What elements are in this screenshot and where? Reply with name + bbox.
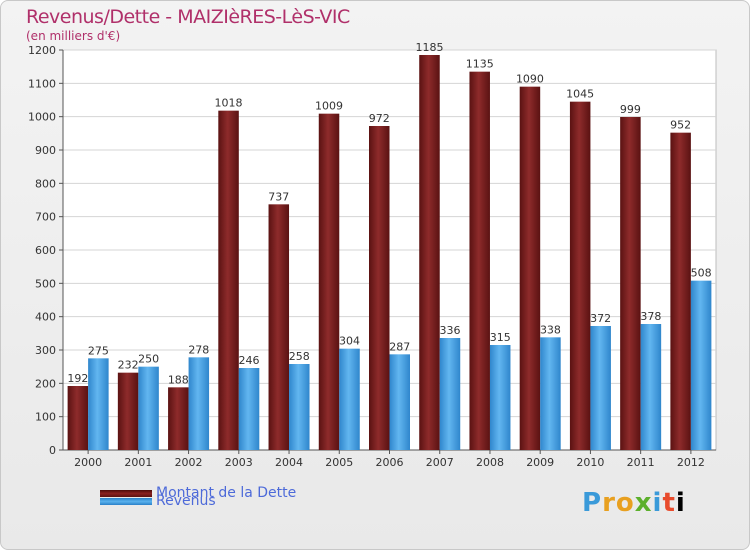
y-tick-label: 1100: [28, 77, 56, 90]
data-label-revenus: 372: [590, 312, 611, 325]
x-tick-label: 2003: [225, 456, 253, 469]
bar-dette: [117, 372, 139, 450]
bar-dette: [369, 126, 390, 450]
legend-label-dette: Montant de la Dette: [156, 485, 297, 501]
data-label-dette: 952: [670, 119, 691, 132]
bar-dette: [569, 101, 591, 451]
legend-swatch-dette: [100, 490, 152, 497]
bar-revenus: [238, 368, 260, 450]
y-tick-label: 300: [35, 344, 56, 357]
y-tick-label: 1200: [28, 44, 56, 57]
data-label-dette: 972: [369, 112, 390, 125]
x-tick-label: 2007: [426, 456, 454, 469]
bar-revenus: [389, 354, 410, 450]
legend-swatch-revenus: [100, 498, 152, 505]
x-tick-label: 2000: [74, 456, 102, 469]
x-tick-label: 2002: [175, 456, 203, 469]
data-label-dette: 192: [67, 372, 88, 385]
bar-revenus: [188, 357, 210, 450]
y-tick-label: 500: [35, 277, 56, 290]
x-tick-label: 2010: [576, 456, 604, 469]
bar-dette: [168, 387, 189, 450]
bar-revenus: [640, 324, 662, 450]
bar-revenus: [289, 364, 310, 450]
data-label-revenus: 258: [289, 350, 310, 363]
data-label-dette: 1045: [566, 88, 594, 101]
y-tick-label: 1000: [28, 111, 56, 124]
y-tick-label: 700: [35, 211, 56, 224]
y-tick-label: 400: [35, 311, 56, 324]
bar-revenus: [540, 337, 561, 450]
data-label-revenus: 338: [540, 323, 561, 336]
data-label-revenus: 275: [88, 344, 109, 357]
bar-dette: [670, 132, 691, 450]
y-tick-label: 100: [35, 411, 56, 424]
data-label-revenus: 304: [339, 335, 360, 348]
data-label-dette: 1009: [315, 100, 343, 113]
data-label-revenus: 250: [138, 353, 159, 366]
data-label-dette: 1090: [516, 73, 544, 86]
data-label-revenus: 315: [490, 331, 511, 344]
data-label-revenus: 378: [640, 310, 661, 323]
bar-revenus: [590, 326, 611, 450]
data-label-revenus: 246: [239, 354, 260, 367]
x-tick-label: 2011: [627, 456, 655, 469]
x-tick-label: 2001: [124, 456, 152, 469]
y-tick-label: 0: [49, 444, 56, 457]
data-label-revenus: 336: [439, 324, 460, 337]
bar-revenus: [439, 338, 461, 450]
data-label-dette: 1135: [466, 58, 494, 71]
bar-dette: [519, 86, 541, 451]
bar-revenus: [690, 280, 712, 450]
x-tick-label: 2012: [677, 456, 705, 469]
y-tick-label: 900: [35, 144, 56, 157]
y-tick-label: 200: [35, 377, 56, 390]
data-label-dette: 232: [118, 359, 139, 372]
y-tick-label: 600: [35, 244, 56, 257]
bar-revenus: [88, 358, 109, 450]
bar-revenus: [489, 345, 511, 450]
bar-dette: [419, 55, 440, 450]
data-label-revenus: 508: [691, 267, 712, 280]
x-tick-label: 2008: [476, 456, 504, 469]
x-tick-label: 2009: [526, 456, 554, 469]
bar-dette: [469, 71, 490, 451]
bar-dette: [318, 113, 340, 451]
data-label-dette: 999: [620, 103, 641, 116]
chart-subtitle: (en milliers d'€): [26, 29, 121, 43]
x-tick-label: 2005: [325, 456, 353, 469]
chart-title: Revenus/Dette - MAIZIèRES-LèS-VIC: [26, 6, 350, 28]
bar-dette: [67, 386, 89, 450]
data-label-revenus: 287: [389, 340, 410, 353]
bar-dette: [268, 204, 290, 450]
data-label-dette: 737: [268, 190, 289, 203]
data-label-dette: 1018: [215, 97, 243, 110]
data-label-dette: 1185: [415, 41, 443, 54]
legend-label-revenus: Revenus: [156, 493, 216, 509]
data-label-dette: 188: [168, 373, 189, 386]
bar-dette: [620, 117, 641, 450]
x-tick-label: 2006: [376, 456, 404, 469]
proxiti-logo: Proxiti: [582, 488, 686, 518]
y-tick-label: 800: [35, 177, 56, 190]
data-label-revenus: 278: [188, 343, 209, 356]
bar-revenus: [339, 348, 360, 450]
bar-dette: [218, 110, 239, 451]
bar-revenus: [138, 366, 159, 450]
x-tick-label: 2004: [275, 456, 303, 469]
